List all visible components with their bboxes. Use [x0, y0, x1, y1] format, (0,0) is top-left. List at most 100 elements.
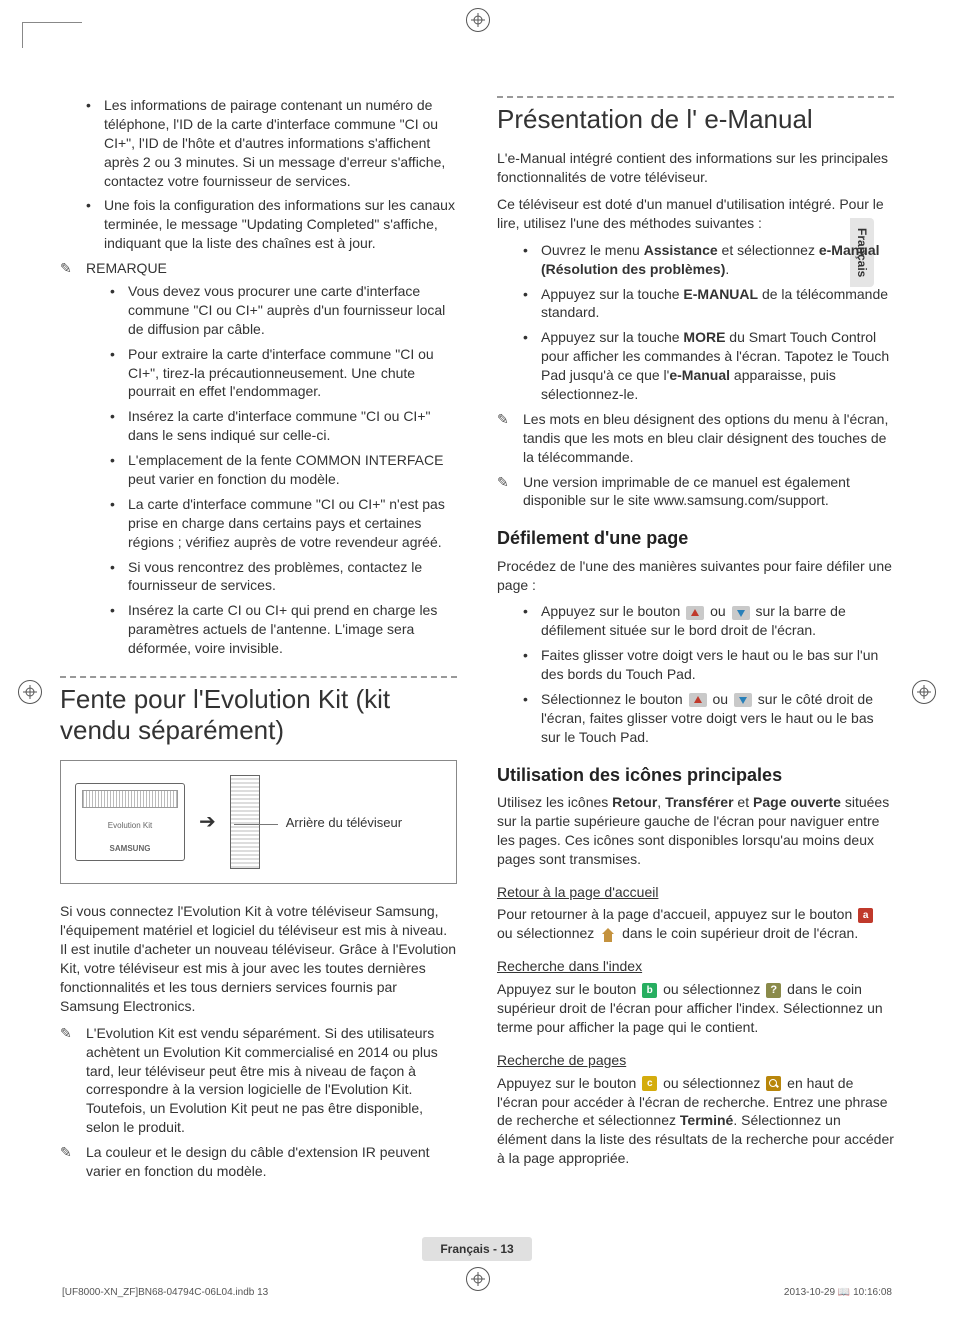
list-item: Ouvrez le menu Assistance et sélectionne…: [523, 241, 894, 279]
section-separator: [497, 96, 894, 98]
note-text: L'Evolution Kit est vendu séparément. Si…: [86, 1025, 438, 1135]
text: dans le coin supérieur droit de l'écran.: [618, 925, 858, 941]
scroll-list: Appuyez sur le bouton ou sur la barre de…: [523, 602, 894, 746]
text: Utilisez les icônes: [497, 794, 612, 810]
text: ou: [709, 691, 732, 707]
subheading-search: Recherche de pages: [497, 1051, 894, 1070]
note-remarque: REMARQUE: [60, 259, 457, 278]
arrow-up-icon: [689, 693, 707, 707]
note-item: Une version imprimable de ce manuel est …: [497, 473, 894, 511]
list-item: Une fois la configuration des informatio…: [86, 196, 457, 253]
bold-text: e-Manual: [669, 367, 730, 383]
subheading-home: Retour à la page d'accueil: [497, 883, 894, 902]
note-text: La couleur et le design du câble d'exten…: [86, 1144, 430, 1179]
figure-callout: Arrière du téléviseur: [274, 814, 442, 832]
index-paragraph: Appuyez sur le bouton b ou sélectionnez …: [497, 980, 894, 1037]
text: ou sélectionnez: [659, 981, 764, 997]
arrow-up-icon: [686, 606, 704, 620]
meta-filename: [UF8000-XN_ZF]BN68-04794C-06L04.indb 13: [62, 1286, 268, 1300]
bold-text: Page ouverte: [753, 794, 841, 810]
text: Appuyez sur la touche: [541, 286, 683, 302]
bold-text: Assistance: [644, 242, 718, 258]
bold-text: Terminé: [680, 1112, 733, 1128]
text: Appuyez sur le bouton: [541, 603, 684, 619]
list-item: Insérez la carte CI ou CI+ qui prend en …: [110, 601, 457, 658]
content-columns: Les informations de pairage contenant un…: [60, 96, 894, 1185]
note-item: La couleur et le design du câble d'exten…: [60, 1143, 457, 1181]
list-item: L'emplacement de la fente COMMON INTERFA…: [110, 451, 457, 489]
subheading-index: Recherche dans l'index: [497, 957, 894, 976]
page-number: Français - 13: [422, 1237, 531, 1261]
list-item: Si vous rencontrez des problèmes, contac…: [110, 558, 457, 596]
text: Sélectionnez le bouton: [541, 691, 687, 707]
question-icon: ?: [766, 983, 781, 998]
meta-timestamp: 2013-10-29 📖 10:16:08: [784, 1286, 892, 1300]
card-label: Evolution Kit: [82, 821, 178, 832]
card-brand: SAMSUNG: [82, 844, 178, 855]
section-title-evolution-kit: Fente pour l'Evolution Kit (kit vendu sé…: [60, 684, 457, 746]
intro-paragraph: Ce téléviseur est doté d'un manuel d'uti…: [497, 195, 894, 233]
scroll-intro: Procédez de l'une des manières suivantes…: [497, 557, 894, 595]
section-title-emanual: Présentation de l' e-Manual: [497, 104, 894, 135]
list-item: Appuyez sur la touche E-MANUAL de la tél…: [523, 285, 894, 323]
registration-mark-icon: [18, 680, 42, 704]
text: Appuyez sur la touche: [541, 329, 683, 345]
page-root: Français Les informations de pairage con…: [0, 0, 954, 1321]
text: Pour retourner à la page d'accueil, appu…: [497, 906, 856, 922]
intro-paragraph: L'e-Manual intégré contient des informat…: [497, 149, 894, 187]
intro-bullet-list: Les informations de pairage contenant un…: [86, 96, 457, 253]
note-item: L'Evolution Kit est vendu séparément. Si…: [60, 1024, 457, 1137]
list-item: Sélectionnez le bouton ou sur le côté dr…: [523, 690, 894, 747]
footer-meta: [UF8000-XN_ZF]BN68-04794C-06L04.indb 13 …: [62, 1286, 892, 1300]
page-footer: Français - 13: [0, 1237, 954, 1261]
left-column: Les informations de pairage contenant un…: [60, 96, 457, 1185]
crop-mark-icon: [22, 22, 92, 50]
bold-text: Transférer: [665, 794, 733, 810]
right-column: Présentation de l' e-Manual L'e-Manual i…: [497, 96, 894, 1185]
subheading-scroll: Défilement d'une page: [497, 526, 894, 550]
list-item: Appuyez sur le bouton ou sur la barre de…: [523, 602, 894, 640]
list-item: Insérez la carte d'interface commune "CI…: [110, 407, 457, 445]
evolution-kit-card-icon: Evolution Kit SAMSUNG: [75, 783, 185, 861]
subheading-icons: Utilisation des icônes principales: [497, 763, 894, 787]
list-item: Vous devez vous procurer une carte d'int…: [110, 282, 457, 339]
text: et sélectionnez: [718, 242, 819, 258]
list-item: La carte d'interface commune "CI ou CI+"…: [110, 495, 457, 552]
remarque-list: Vous devez vous procurer une carte d'int…: [110, 282, 457, 658]
tv-slot-icon: [230, 775, 260, 869]
search-icon: [766, 1076, 781, 1091]
search-paragraph: Appuyez sur le bouton c ou sélectionnez …: [497, 1074, 894, 1168]
bold-text: E-MANUAL: [683, 286, 758, 302]
text: .: [725, 261, 729, 277]
note-label: REMARQUE: [86, 260, 167, 276]
note-text: Une version imprimable de ce manuel est …: [523, 474, 850, 509]
text: ou sélectionnez: [497, 925, 598, 941]
text: ou sélectionnez: [659, 1075, 764, 1091]
evolution-paragraph: Si vous connectez l'Evolution Kit à votr…: [60, 902, 457, 1015]
registration-mark-icon: [466, 8, 490, 32]
text: Appuyez sur le bouton: [497, 981, 640, 997]
home-paragraph: Pour retourner à la page d'accueil, appu…: [497, 905, 894, 943]
home-icon: [600, 928, 616, 942]
list-item: Appuyez sur la touche MORE du Smart Touc…: [523, 328, 894, 404]
section-separator: [60, 676, 457, 678]
arrow-down-icon: [734, 693, 752, 707]
text: ou: [706, 603, 729, 619]
button-c-icon: c: [642, 1076, 657, 1091]
bold-text: Retour: [612, 794, 657, 810]
arrow-right-icon: ➔: [199, 809, 216, 836]
text: et: [734, 794, 753, 810]
button-b-icon: b: [642, 983, 657, 998]
list-item: Faites glisser votre doigt vers le haut …: [523, 646, 894, 684]
icons-intro: Utilisez les icônes Retour, Transférer e…: [497, 793, 894, 869]
text: Ouvrez le menu: [541, 242, 644, 258]
list-item: Les informations de pairage contenant un…: [86, 96, 457, 190]
text: ,: [657, 794, 665, 810]
methods-list: Ouvrez le menu Assistance et sélectionne…: [523, 241, 894, 404]
note-text: Les mots en bleu désignent des options d…: [523, 411, 888, 465]
registration-mark-icon: [912, 680, 936, 704]
text: Appuyez sur le bouton: [497, 1075, 640, 1091]
button-a-icon: a: [858, 908, 873, 923]
evolution-kit-figure: Evolution Kit SAMSUNG ➔ Arrière du télév…: [60, 760, 457, 884]
list-item: Pour extraire la carte d'interface commu…: [110, 345, 457, 402]
